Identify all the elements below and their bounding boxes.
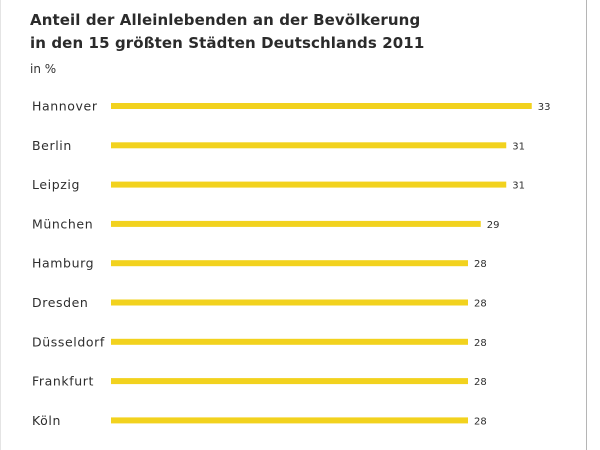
chart-frame: Anteil der Alleinlebenden an der Bevölke…	[0, 0, 587, 450]
bar	[111, 299, 468, 306]
category-label: Dresden	[32, 295, 88, 310]
category-label: Frankfurt	[32, 374, 94, 389]
bar-chart: Hannover 33 Berlin 31 Leipzig 31 München 29 Hamb…	[32, 99, 551, 428]
value-label: 28	[474, 299, 487, 310]
bar	[111, 338, 468, 345]
value-label: 31	[512, 141, 525, 152]
value-label: 29	[487, 220, 500, 231]
value-label: 28	[474, 338, 487, 349]
category-label: Leipzig	[32, 177, 80, 192]
bar	[111, 103, 532, 109]
value-label: 33	[538, 102, 551, 113]
bar	[111, 142, 507, 149]
bar	[111, 260, 468, 267]
category-label: Hamburg	[32, 256, 94, 271]
category-label: Köln	[32, 413, 61, 428]
chart-title-line-2: in den 15 größten Städten Deutschlands 2…	[30, 34, 425, 52]
value-label: 28	[474, 416, 487, 427]
category-label: Hannover	[32, 99, 98, 114]
value-label: 28	[474, 377, 487, 388]
chart-title-line-1: Anteil der Alleinlebenden an der Bevölke…	[30, 11, 421, 29]
bar	[111, 417, 468, 424]
category-label: Berlin	[32, 138, 72, 153]
bar	[111, 220, 481, 227]
bar	[111, 181, 507, 188]
category-label: München	[32, 216, 93, 231]
value-label: 31	[512, 181, 525, 192]
chart-title: Anteil der Alleinlebenden an der Bevölke…	[30, 9, 424, 55]
value-label: 28	[474, 259, 487, 270]
unit-label: in %	[30, 62, 57, 76]
bar	[111, 378, 468, 385]
category-label: Düsseldorf	[32, 334, 105, 349]
